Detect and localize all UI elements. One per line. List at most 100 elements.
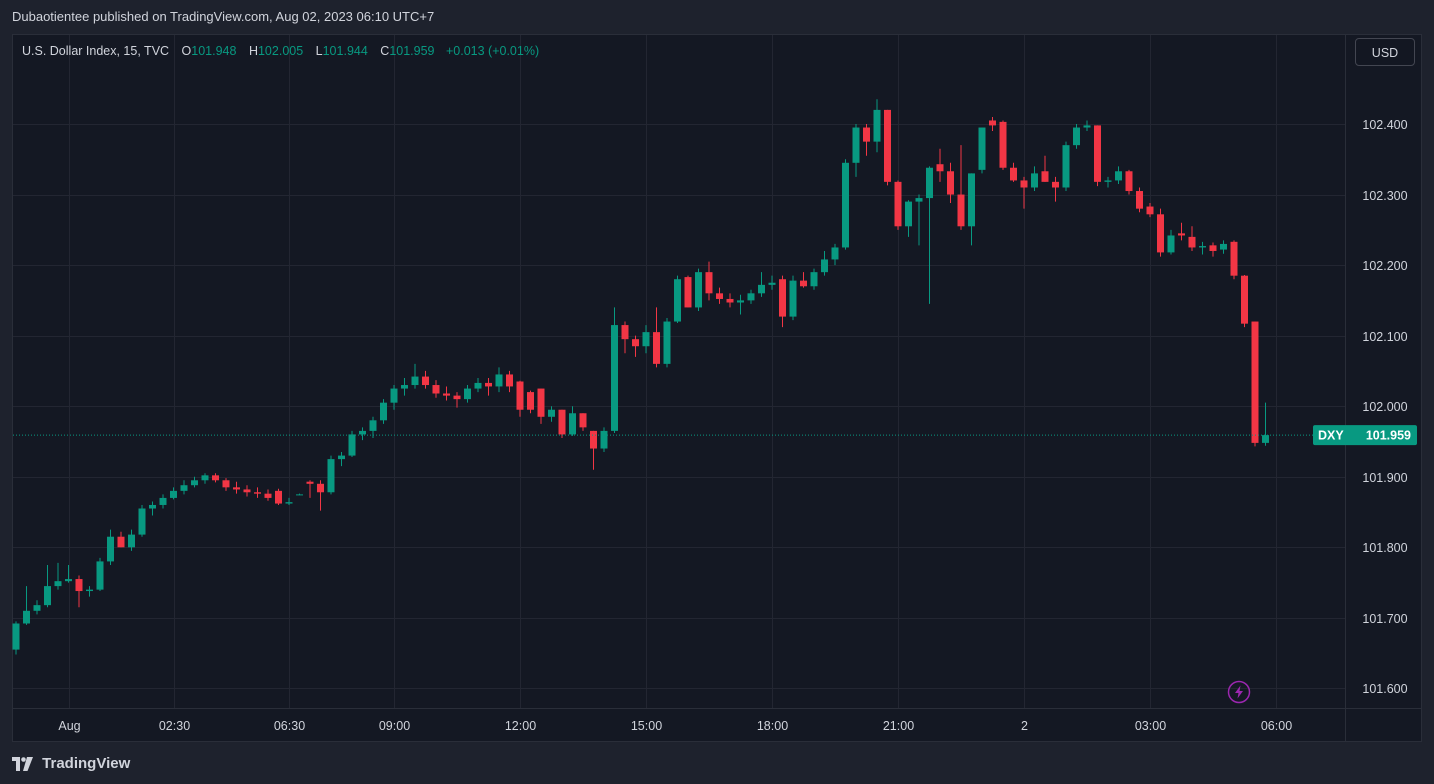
time-tick-label: 15:00 (631, 719, 662, 733)
candle-body (779, 279, 786, 317)
time-tick-label: 03:00 (1135, 719, 1166, 733)
candle (75, 575, 83, 608)
last-price-tag-value: 101.959 (1366, 429, 1411, 443)
candle (1073, 124, 1080, 149)
candle (737, 294, 744, 315)
candle-body (590, 430, 597, 449)
candle-body (747, 293, 755, 301)
candle (159, 494, 167, 509)
candle (1251, 321, 1259, 447)
candle-body (558, 409, 566, 435)
candle (243, 485, 251, 497)
candle (821, 250, 828, 276)
price-tick-label: 102.400 (1362, 118, 1407, 132)
candle-body (905, 201, 912, 227)
candle (1031, 166, 1038, 192)
candle-body (86, 589, 93, 592)
candle (947, 162, 954, 204)
candle (527, 390, 534, 414)
candle (569, 406, 576, 436)
candle-body (390, 388, 398, 403)
candle-body (1167, 235, 1175, 253)
candle (1041, 155, 1049, 182)
candle-body (1020, 180, 1028, 188)
candle-body (1220, 243, 1227, 250)
candle (285, 497, 293, 505)
candle-body (1209, 245, 1217, 251)
candle-body (1230, 241, 1238, 276)
candle (401, 377, 408, 396)
candle (1220, 240, 1227, 254)
open-value: 101.948 (191, 44, 237, 58)
candle-body (1041, 171, 1049, 182)
time-axis[interactable]: Aug 02:30 06:30 09:00 12:00 15:00 18:00 21:00 2 0… (58, 719, 1292, 733)
candle-body (999, 121, 1007, 168)
last-price-tag: DXY 101.959 (1313, 425, 1417, 446)
candle-body (243, 489, 251, 493)
candle-body (338, 455, 345, 460)
candle (663, 318, 671, 368)
candle-body (621, 325, 629, 340)
candle (768, 275, 776, 290)
candle (338, 452, 345, 467)
candle-body (537, 388, 545, 417)
candle (359, 427, 366, 441)
symbol-legend: U.S. Dollar Index, 15, TVC O101.948 H102… (22, 42, 539, 60)
candle-body (1073, 127, 1080, 146)
candle-body (12, 623, 20, 650)
candle-body (432, 385, 440, 394)
candle (789, 275, 797, 321)
candle (54, 562, 62, 590)
candle (957, 145, 965, 230)
candle-body (663, 321, 671, 364)
candle (191, 476, 198, 488)
candle-body (1083, 125, 1091, 128)
candle-body (684, 277, 692, 308)
lightning-icon[interactable] (1227, 680, 1251, 704)
candle-body (527, 392, 534, 410)
candle (800, 272, 807, 288)
candle (264, 489, 272, 501)
candle (138, 504, 146, 537)
candle-body (485, 382, 492, 387)
candle (537, 388, 545, 424)
candle-body (863, 127, 870, 142)
candle (495, 367, 503, 393)
candle (369, 416, 377, 438)
candle (170, 487, 177, 500)
candle-body (1146, 206, 1154, 215)
candle-body (642, 332, 650, 347)
chart-frame (12, 34, 1422, 742)
candle-body (600, 430, 608, 449)
candle (12, 621, 20, 655)
candle (96, 557, 104, 592)
candle-body (33, 605, 41, 611)
candle-body (306, 481, 314, 484)
candle (936, 148, 944, 182)
candle-body (1052, 181, 1059, 188)
price-tick-label: 101.800 (1362, 541, 1407, 555)
candle (65, 564, 72, 583)
time-tick-label: 02:30 (159, 719, 190, 733)
open-label: O (181, 44, 192, 58)
candle-body (128, 534, 135, 548)
time-tick-label: 18:00 (757, 719, 788, 733)
currency-button[interactable]: USD (1355, 38, 1415, 66)
candle-body (149, 504, 156, 509)
candle (747, 289, 755, 304)
candle (411, 363, 419, 389)
price-axis[interactable]: 101.600 101.700 101.800 101.900 102.000 102.1… (1362, 118, 1407, 696)
candle (758, 272, 765, 297)
candle-body (222, 480, 230, 488)
candle-body (873, 109, 881, 142)
candle (128, 529, 135, 551)
candle (464, 385, 471, 403)
candle-body (348, 434, 356, 456)
candle (884, 109, 891, 186)
close-label: C (380, 44, 390, 58)
candle-body (443, 393, 450, 396)
candle-body (495, 374, 503, 387)
candle (684, 275, 692, 308)
candle-body (44, 586, 51, 606)
